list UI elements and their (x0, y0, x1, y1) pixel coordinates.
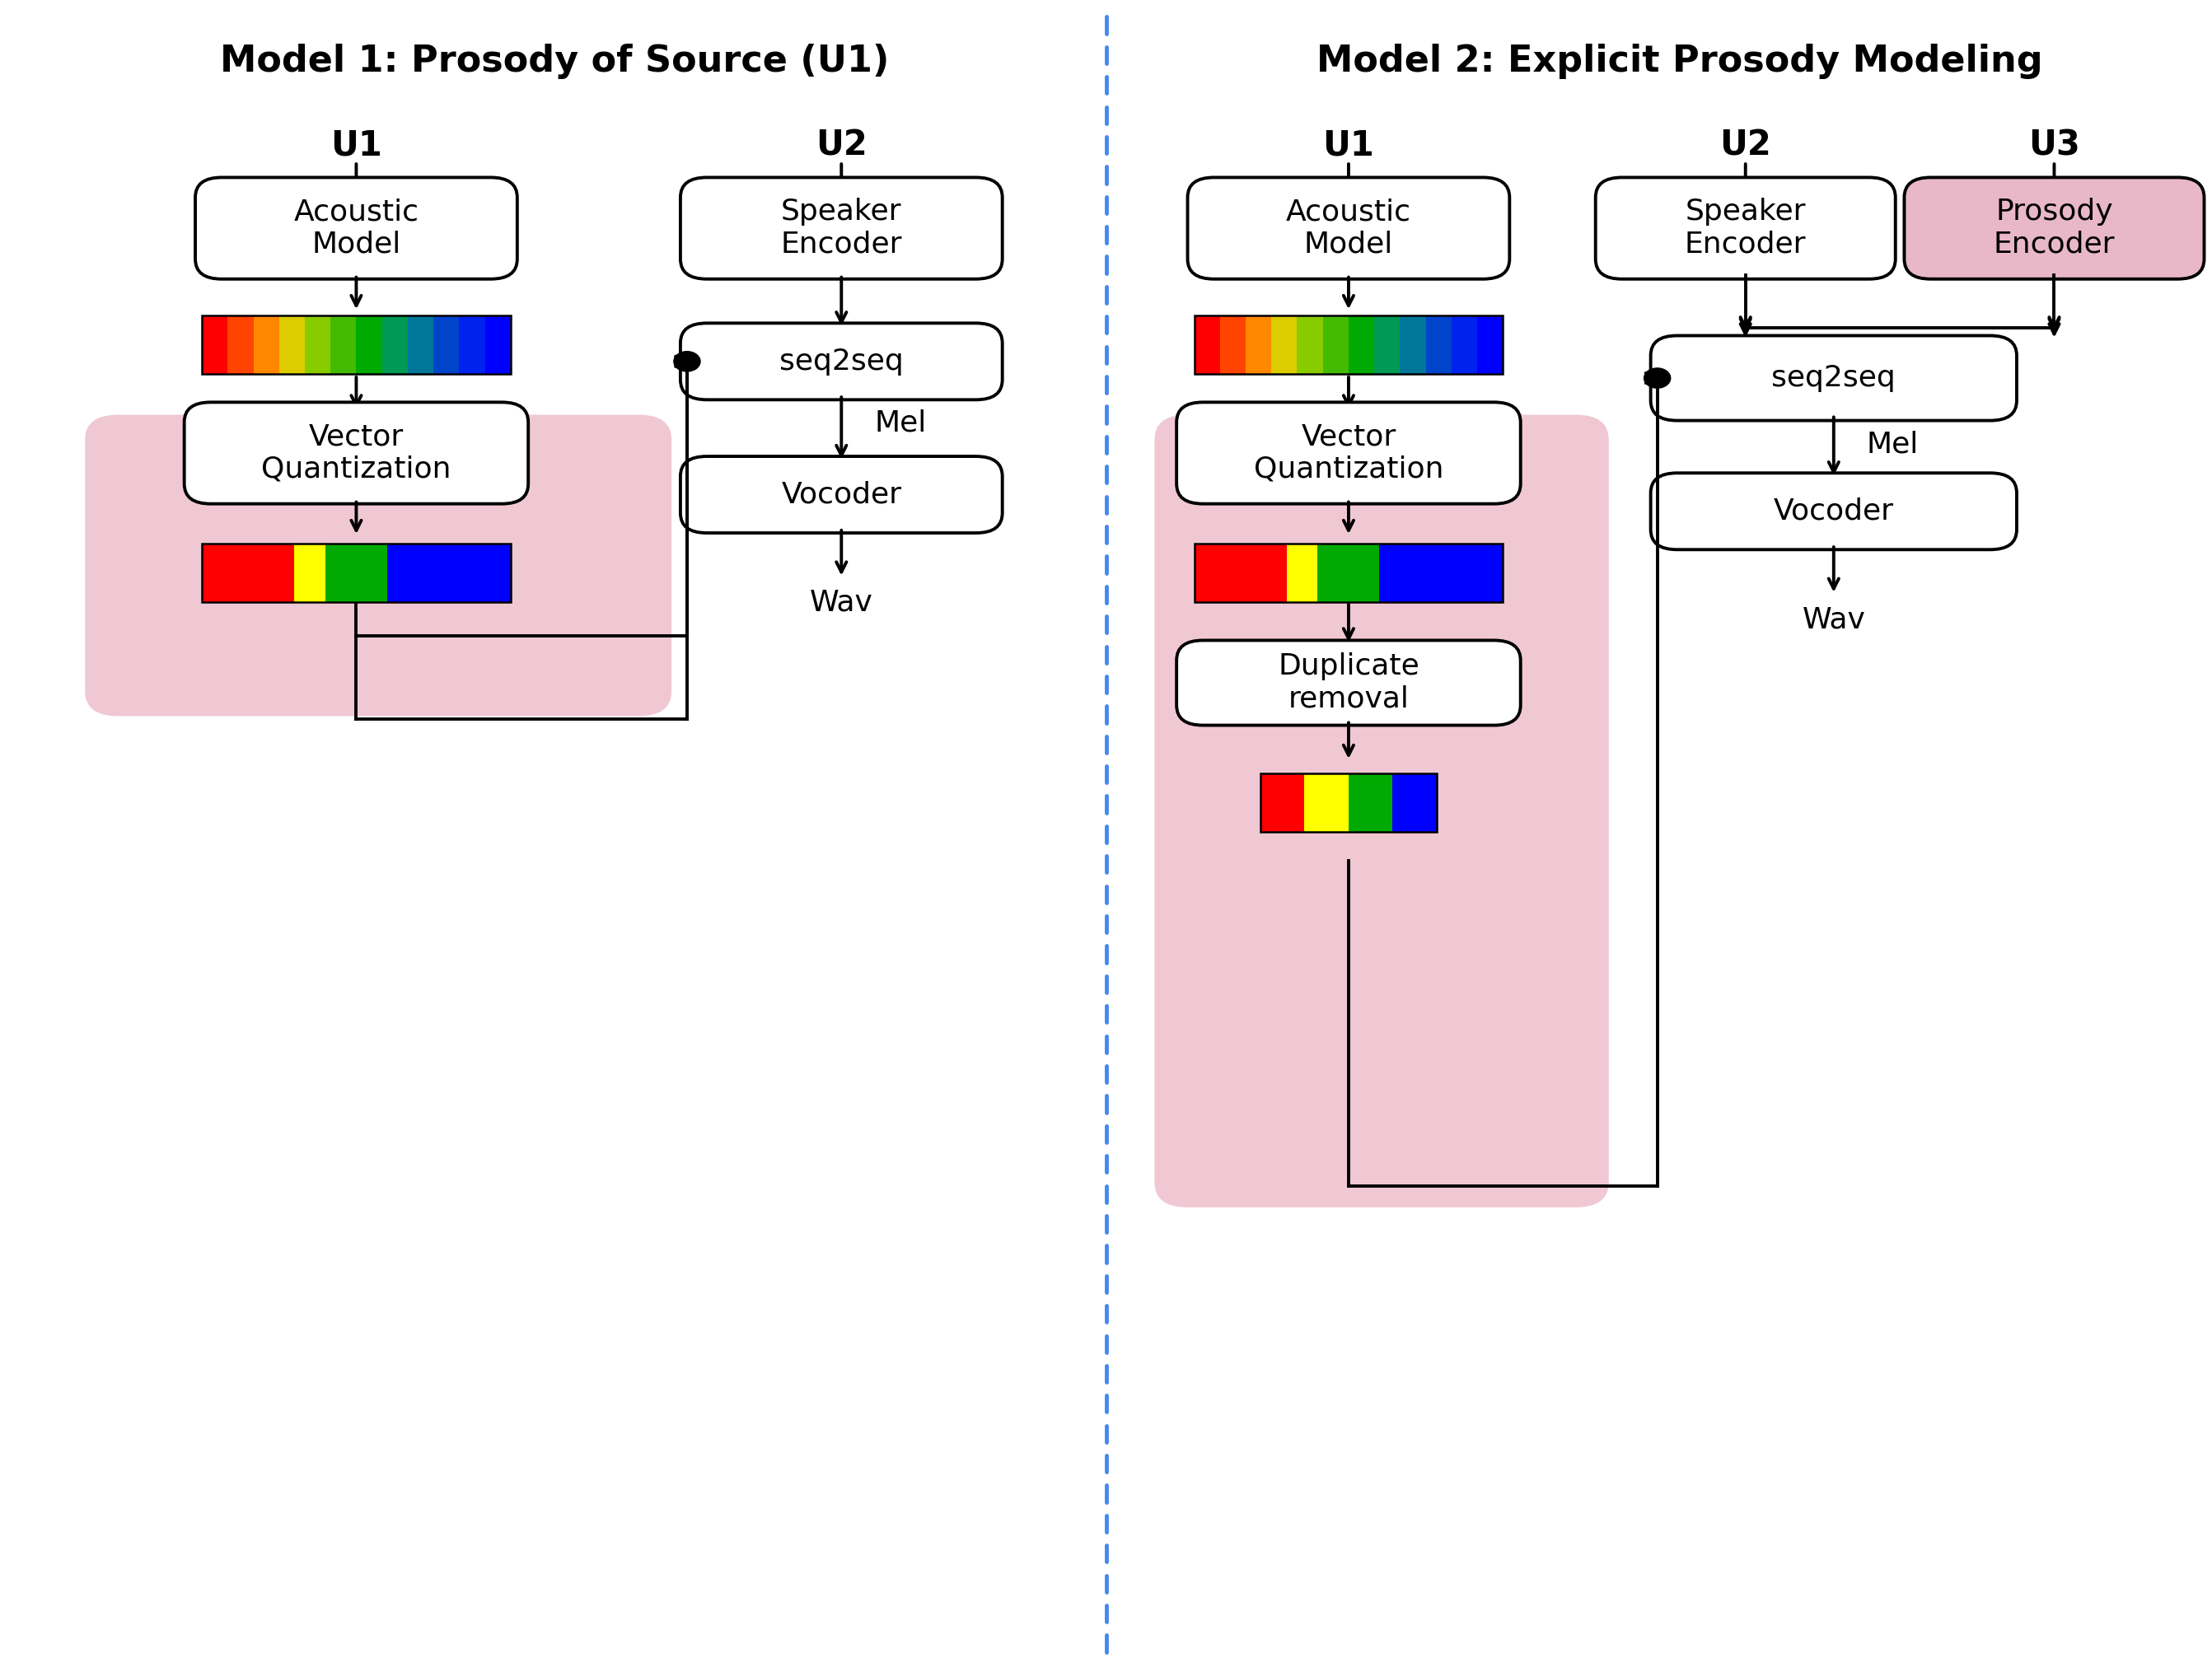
Bar (228, 316, 254, 375)
Bar (1394, 774, 1438, 833)
Bar (1194, 543, 1502, 602)
Bar (1349, 316, 1374, 375)
Text: Speaker
Encoder: Speaker Encoder (1686, 197, 1807, 259)
FancyBboxPatch shape (1905, 177, 2203, 279)
Bar (1272, 316, 1296, 375)
FancyBboxPatch shape (84, 415, 672, 716)
FancyBboxPatch shape (1650, 336, 2017, 421)
Bar (201, 543, 511, 602)
Bar (1221, 316, 1245, 375)
FancyBboxPatch shape (1595, 177, 1896, 279)
Bar (201, 316, 511, 375)
Bar (1323, 316, 1349, 375)
Bar (1411, 543, 1442, 602)
Bar (330, 316, 356, 375)
Bar (1442, 543, 1471, 602)
Text: U2: U2 (816, 127, 867, 162)
Bar (1194, 316, 1502, 375)
Text: U1: U1 (330, 127, 383, 162)
Bar (1471, 543, 1502, 602)
Circle shape (675, 351, 701, 371)
Text: Mel: Mel (874, 410, 927, 436)
Bar (356, 316, 383, 375)
Text: seq2seq: seq2seq (1772, 364, 1896, 393)
FancyBboxPatch shape (1177, 403, 1520, 503)
Bar (294, 543, 325, 602)
Bar (383, 316, 407, 375)
Bar (1256, 543, 1287, 602)
Text: Acoustic
Model: Acoustic Model (294, 197, 418, 259)
Bar (1194, 543, 1225, 602)
Text: seq2seq: seq2seq (779, 348, 902, 376)
Bar (1261, 774, 1305, 833)
Text: Prosody
Encoder: Prosody Encoder (1993, 197, 2115, 259)
Bar (263, 543, 294, 602)
Bar (232, 543, 263, 602)
Text: Vocoder: Vocoder (781, 480, 902, 508)
Bar (279, 316, 305, 375)
Bar (1225, 543, 1256, 602)
Text: Acoustic
Model: Acoustic Model (1285, 197, 1411, 259)
Bar (325, 543, 356, 602)
Bar (356, 543, 387, 602)
Bar (1427, 316, 1451, 375)
Bar (434, 316, 460, 375)
Bar (1261, 774, 1438, 833)
Text: Vector
Quantization: Vector Quantization (261, 423, 451, 483)
Text: Vector
Quantization: Vector Quantization (1254, 423, 1444, 483)
Text: Mel: Mel (1867, 431, 1918, 458)
FancyBboxPatch shape (1155, 415, 1608, 1207)
Bar (407, 316, 434, 375)
FancyBboxPatch shape (681, 177, 1002, 279)
FancyBboxPatch shape (1177, 640, 1520, 726)
Bar (480, 543, 511, 602)
Bar (1287, 543, 1318, 602)
Bar (305, 316, 330, 375)
Bar (1349, 543, 1380, 602)
Bar (1451, 316, 1478, 375)
Text: Speaker
Encoder: Speaker Encoder (781, 197, 902, 259)
Text: U1: U1 (1323, 127, 1374, 162)
Text: Model 2: Explicit Prosody Modeling: Model 2: Explicit Prosody Modeling (1316, 43, 2042, 80)
FancyBboxPatch shape (681, 456, 1002, 533)
Text: U2: U2 (1719, 127, 1772, 162)
Circle shape (1644, 368, 1670, 388)
Bar (1400, 316, 1427, 375)
Bar (1194, 316, 1221, 375)
Bar (1374, 316, 1400, 375)
Bar (201, 543, 232, 602)
Text: Wav: Wav (1803, 605, 1865, 634)
Bar (1349, 774, 1394, 833)
FancyBboxPatch shape (1650, 473, 2017, 550)
Text: Model 1: Prosody of Source (U1): Model 1: Prosody of Source (U1) (219, 43, 889, 80)
FancyBboxPatch shape (1188, 177, 1509, 279)
Bar (484, 316, 511, 375)
Bar (387, 543, 418, 602)
Bar (254, 316, 279, 375)
Text: Vocoder: Vocoder (1774, 497, 1893, 525)
Bar (460, 316, 484, 375)
Bar (449, 543, 480, 602)
Bar (1296, 316, 1323, 375)
Text: U3: U3 (2028, 127, 2079, 162)
Bar (418, 543, 449, 602)
Bar (1380, 543, 1411, 602)
Bar (1478, 316, 1502, 375)
Text: Duplicate
removal: Duplicate removal (1279, 652, 1420, 712)
Text: Wav: Wav (810, 589, 874, 617)
Bar (1245, 316, 1272, 375)
FancyBboxPatch shape (681, 323, 1002, 400)
FancyBboxPatch shape (184, 403, 529, 503)
Bar (201, 316, 228, 375)
FancyBboxPatch shape (195, 177, 518, 279)
Bar (1318, 543, 1349, 602)
Bar (1305, 774, 1349, 833)
